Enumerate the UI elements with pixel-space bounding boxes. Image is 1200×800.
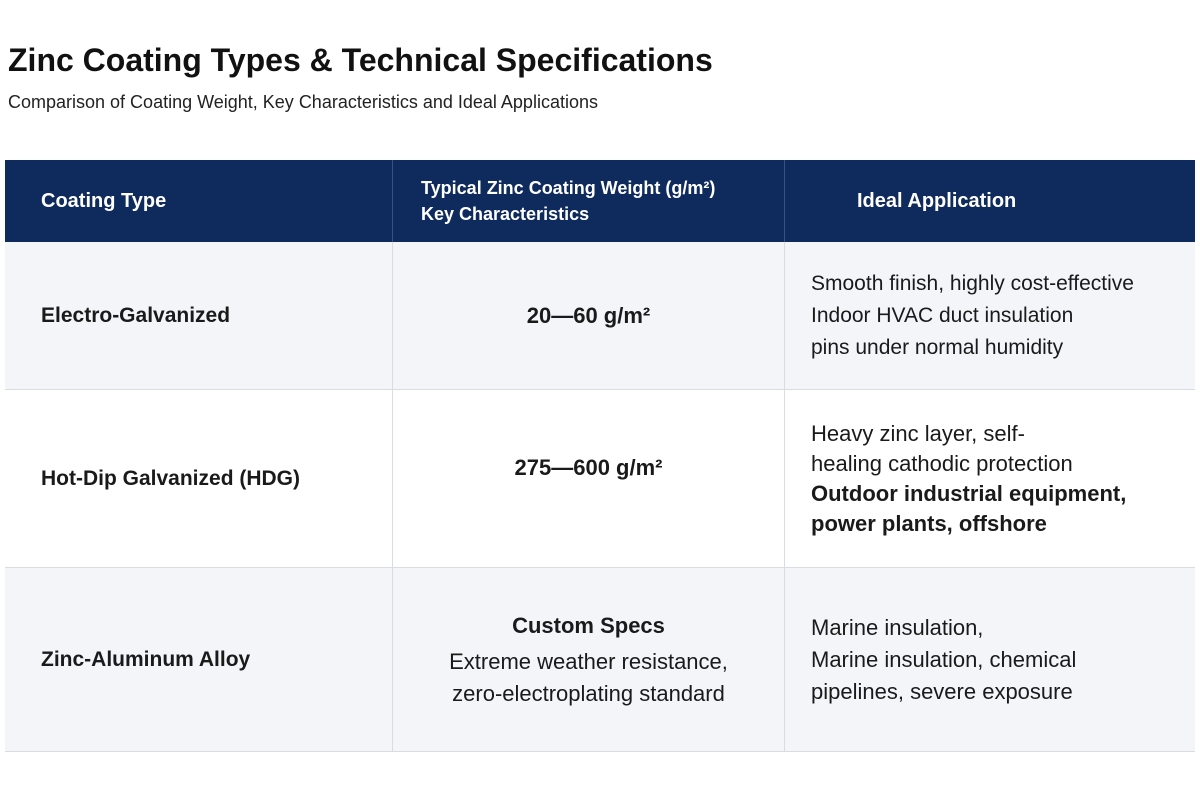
coating-weight: 275—600 g/m²: [514, 455, 663, 480]
cell: Electro-Galvanized: [5, 242, 393, 390]
cell: Smooth finish, highly cost-effective Ind…: [785, 242, 1195, 390]
header-text: Typical Zinc Coating Weight (g/m²): [421, 178, 716, 198]
application-line: power plants, offshore: [811, 510, 1047, 536]
cell: Heavy zinc layer, self- healing cathodic…: [785, 390, 1195, 568]
title: Zinc Coating Types & Technical Specifica…: [8, 42, 713, 78]
cell: 20—60 g/m²: [393, 242, 785, 390]
cell: Marine insulation, Marine insulation, ch…: [785, 568, 1195, 752]
application-line: pipelines, severe exposure: [811, 678, 1073, 704]
column-header: Coating Type: [5, 160, 393, 242]
application-line: Marine insulation,: [811, 614, 984, 640]
header-text: Ideal Application: [857, 189, 1017, 212]
cell: Zinc-Aluminum Alloy: [5, 568, 393, 752]
application-line: healing cathodic protection: [811, 450, 1073, 476]
subtitle: Comparison of Coating Weight, Key Charac…: [8, 92, 598, 112]
cell: Custom Specs Extreme weather resistance,…: [393, 568, 785, 752]
header-text: Key Characteristics: [421, 204, 590, 224]
application-line: Heavy zinc layer, self-: [811, 420, 1025, 446]
header-text: Coating Type: [41, 189, 167, 212]
application-line: Outdoor industrial equipment,: [811, 480, 1127, 506]
application-line: Marine insulation, chemical: [811, 646, 1077, 672]
column-header: Ideal Application: [785, 160, 1195, 242]
coating-type: Zinc-Aluminum Alloy: [41, 647, 251, 671]
application-line: Indoor HVAC duct insulation: [811, 303, 1074, 327]
characteristic-heading: Custom Specs: [512, 612, 665, 638]
coating-type: Hot-Dip Galvanized (HDG): [41, 466, 301, 490]
characteristic-line: Extreme weather resistance,: [449, 648, 728, 674]
coating-weight: 20—60 g/m²: [526, 302, 651, 328]
application-line: pins under normal humidity: [811, 335, 1064, 359]
column-header: Typical Zinc Coating Weight (g/m²) Key Ch…: [393, 160, 785, 242]
application-line: Smooth finish, highly cost-effective: [811, 271, 1134, 295]
cell: Hot-Dip Galvanized (HDG): [5, 390, 393, 568]
characteristic-line: zero-electroplating standard: [452, 680, 725, 706]
coating-type: Electro-Galvanized: [41, 303, 231, 327]
cell: 275—600 g/m²: [393, 390, 785, 568]
